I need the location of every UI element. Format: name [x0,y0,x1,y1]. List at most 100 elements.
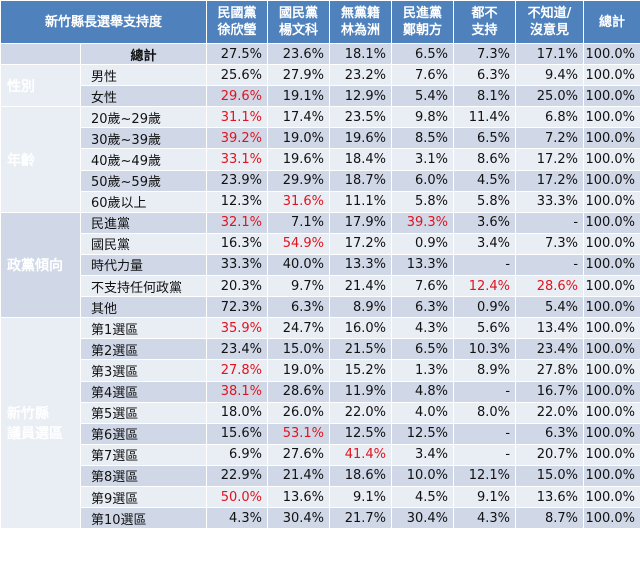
table-cell: 10.0% [391,464,455,487]
table-cell: 100.0% [583,380,640,403]
table-body: 總計 27.5% 23.6% 18.1% 6.5% 7.3% 17.1% 100.0% 性別 男性… [0,42,640,530]
table-cell: 9.1% [453,485,517,509]
table-cell: 6.0% [391,169,455,192]
table-cell: 9.8% [391,106,455,129]
table-cell: 27.6% [267,443,331,466]
table-cell: 19.6% [329,127,393,150]
table-cell: 18.0% [206,401,269,424]
group-label-line: 議員選區 [7,426,63,443]
table-cell: 7.3% [453,42,517,66]
table-cell: 9.1% [329,485,393,509]
table-cell: 4.3% [453,507,517,530]
table-cell: 19.0% [267,127,331,150]
table-cell: 24.7% [267,317,331,340]
table-cell: 15.0% [515,464,585,487]
table-cell: 7.1% [267,211,331,234]
table-cell: 100.0% [583,64,640,87]
table-row: 第3選區 27.8% 19.0% 15.2% 1.3% 8.9% 27.8% 100.0% [1,359,640,382]
table-cell: 17.2% [515,148,585,171]
table-cell: 100.0% [583,106,640,129]
table-row: 第5選區 18.0% 26.0% 22.0% 4.0% 8.0% 22.0% 100.0% [1,401,640,424]
table-cell: 4.5% [391,485,455,509]
table-cell: 5.6% [453,317,517,340]
table-cell: 100.0% [583,211,640,234]
table-cell: 26.0% [267,401,331,424]
table-cell: 3.6% [453,211,517,234]
table-cell: 27.8% [515,359,585,382]
table-cell: 5.4% [515,296,585,319]
row-label: 第8選區 [79,464,208,487]
table-cell: 7.3% [515,232,585,255]
table-cell: 17.9% [329,211,393,234]
table-cell: 17.1% [515,42,585,66]
table-cell: 25.0% [515,85,585,108]
row-label: 40歲~49歲 [79,148,208,171]
table-cell: 6.3% [515,422,585,445]
table-cell: - [515,253,585,277]
table-cell: 16.0% [329,317,393,340]
table-title: 新竹縣長選舉支持度 [0,0,208,44]
row-label: 30歲~39歲 [79,127,208,150]
table-cell: 23.4% [206,338,269,361]
table-cell: 33.3% [206,253,269,277]
table-cell: 8.1% [453,85,517,108]
table-cell: 25.6% [206,64,269,87]
table-cell: 30.4% [391,507,455,530]
table-cell: 35.9% [206,317,269,340]
table-cell: 8.5% [391,127,455,150]
row-label: 不支持任何政黨 [79,275,208,298]
table-row: 新竹縣 議員選區 第1選區 35.9% 24.7% 16.0% 4.3% 5.6% 13.4% 1… [0,317,640,530]
row-label: 第5選區 [79,401,208,424]
table-cell: 41.4% [329,443,393,466]
table-cell: 28.6% [267,380,331,403]
table-cell: 29.9% [267,169,331,192]
row-label: 第1選區 [79,317,208,340]
table-cell: 13.6% [515,485,585,509]
col-header: 民進黨 鄭朝方 [391,0,455,44]
table-cell: 12.1% [453,464,517,487]
table-cell: 15.6% [206,422,269,445]
table-cell: 100.0% [583,401,640,424]
row-label: 20歲~29歲 [79,106,208,129]
table-cell: 13.3% [329,253,393,277]
table-cell: 13.6% [267,485,331,509]
table-cell: 28.6% [515,275,585,298]
table-cell: 27.8% [206,359,269,382]
total-row-label: 總計 [79,42,208,66]
row-label: 第9選區 [79,485,208,509]
table-cell: 22.0% [329,401,393,424]
table-row: 第2選區 23.4% 15.0% 21.5% 6.5% 10.3% 23.4% 100.0% [1,338,640,361]
table-cell: 12.5% [329,422,393,445]
table-cell: 23.9% [206,169,269,192]
table-cell: 100.0% [583,464,640,487]
table-cell: 100.0% [583,148,640,171]
table-cell: - [515,211,585,234]
support-table: 新竹縣長選舉支持度 民國黨 徐欣瑩 國民黨 楊文科 無黨籍 林為洲 民進黨 鄭朝方 都不… [0,0,640,530]
table-cell: - [453,443,517,466]
table-cell: 6.9% [206,443,269,466]
table-cell: 100.0% [583,359,640,382]
table-cell: 50.0% [206,485,269,509]
table-cell: 23.4% [515,338,585,361]
col-header: 不知道/沒意見 [515,0,585,44]
table-row: 第6選區 15.6% 53.1% 12.5% 12.5% -6.3% 100.0% [1,422,640,445]
table-cell: 17.2% [329,232,393,255]
table-cell: 17.4% [267,106,331,129]
row-label: 第10選區 [79,507,208,530]
table-row: 女性 29.6% 19.1% 12.9% 5.4% 8.1% 25.0% 100.0% [1,85,640,108]
table-cell: 39.3% [391,211,455,234]
table-cell: 23.5% [329,106,393,129]
row-label: 國民黨 [79,232,208,255]
table-cell: 100.0% [583,42,640,66]
table-cell: 100.0% [583,85,640,108]
table-cell: 21.7% [329,507,393,530]
table-cell: 8.9% [453,359,517,382]
table-cell: 8.6% [453,148,517,171]
table-cell: 7.6% [391,64,455,87]
table-cell: 18.1% [329,42,393,66]
table-row: 時代力量 33.3% 40.0% 13.3% 13.3% - -100.0% [1,253,640,277]
table-cell: 5.8% [391,190,455,213]
table-row: 40歲~49歲 33.1% 19.6% 18.4% 3.1% 8.6% 17.2% 100.0… [1,148,640,171]
col-header: 國民黨 楊文科 [267,0,331,44]
table-cell: 100.0% [583,317,640,340]
